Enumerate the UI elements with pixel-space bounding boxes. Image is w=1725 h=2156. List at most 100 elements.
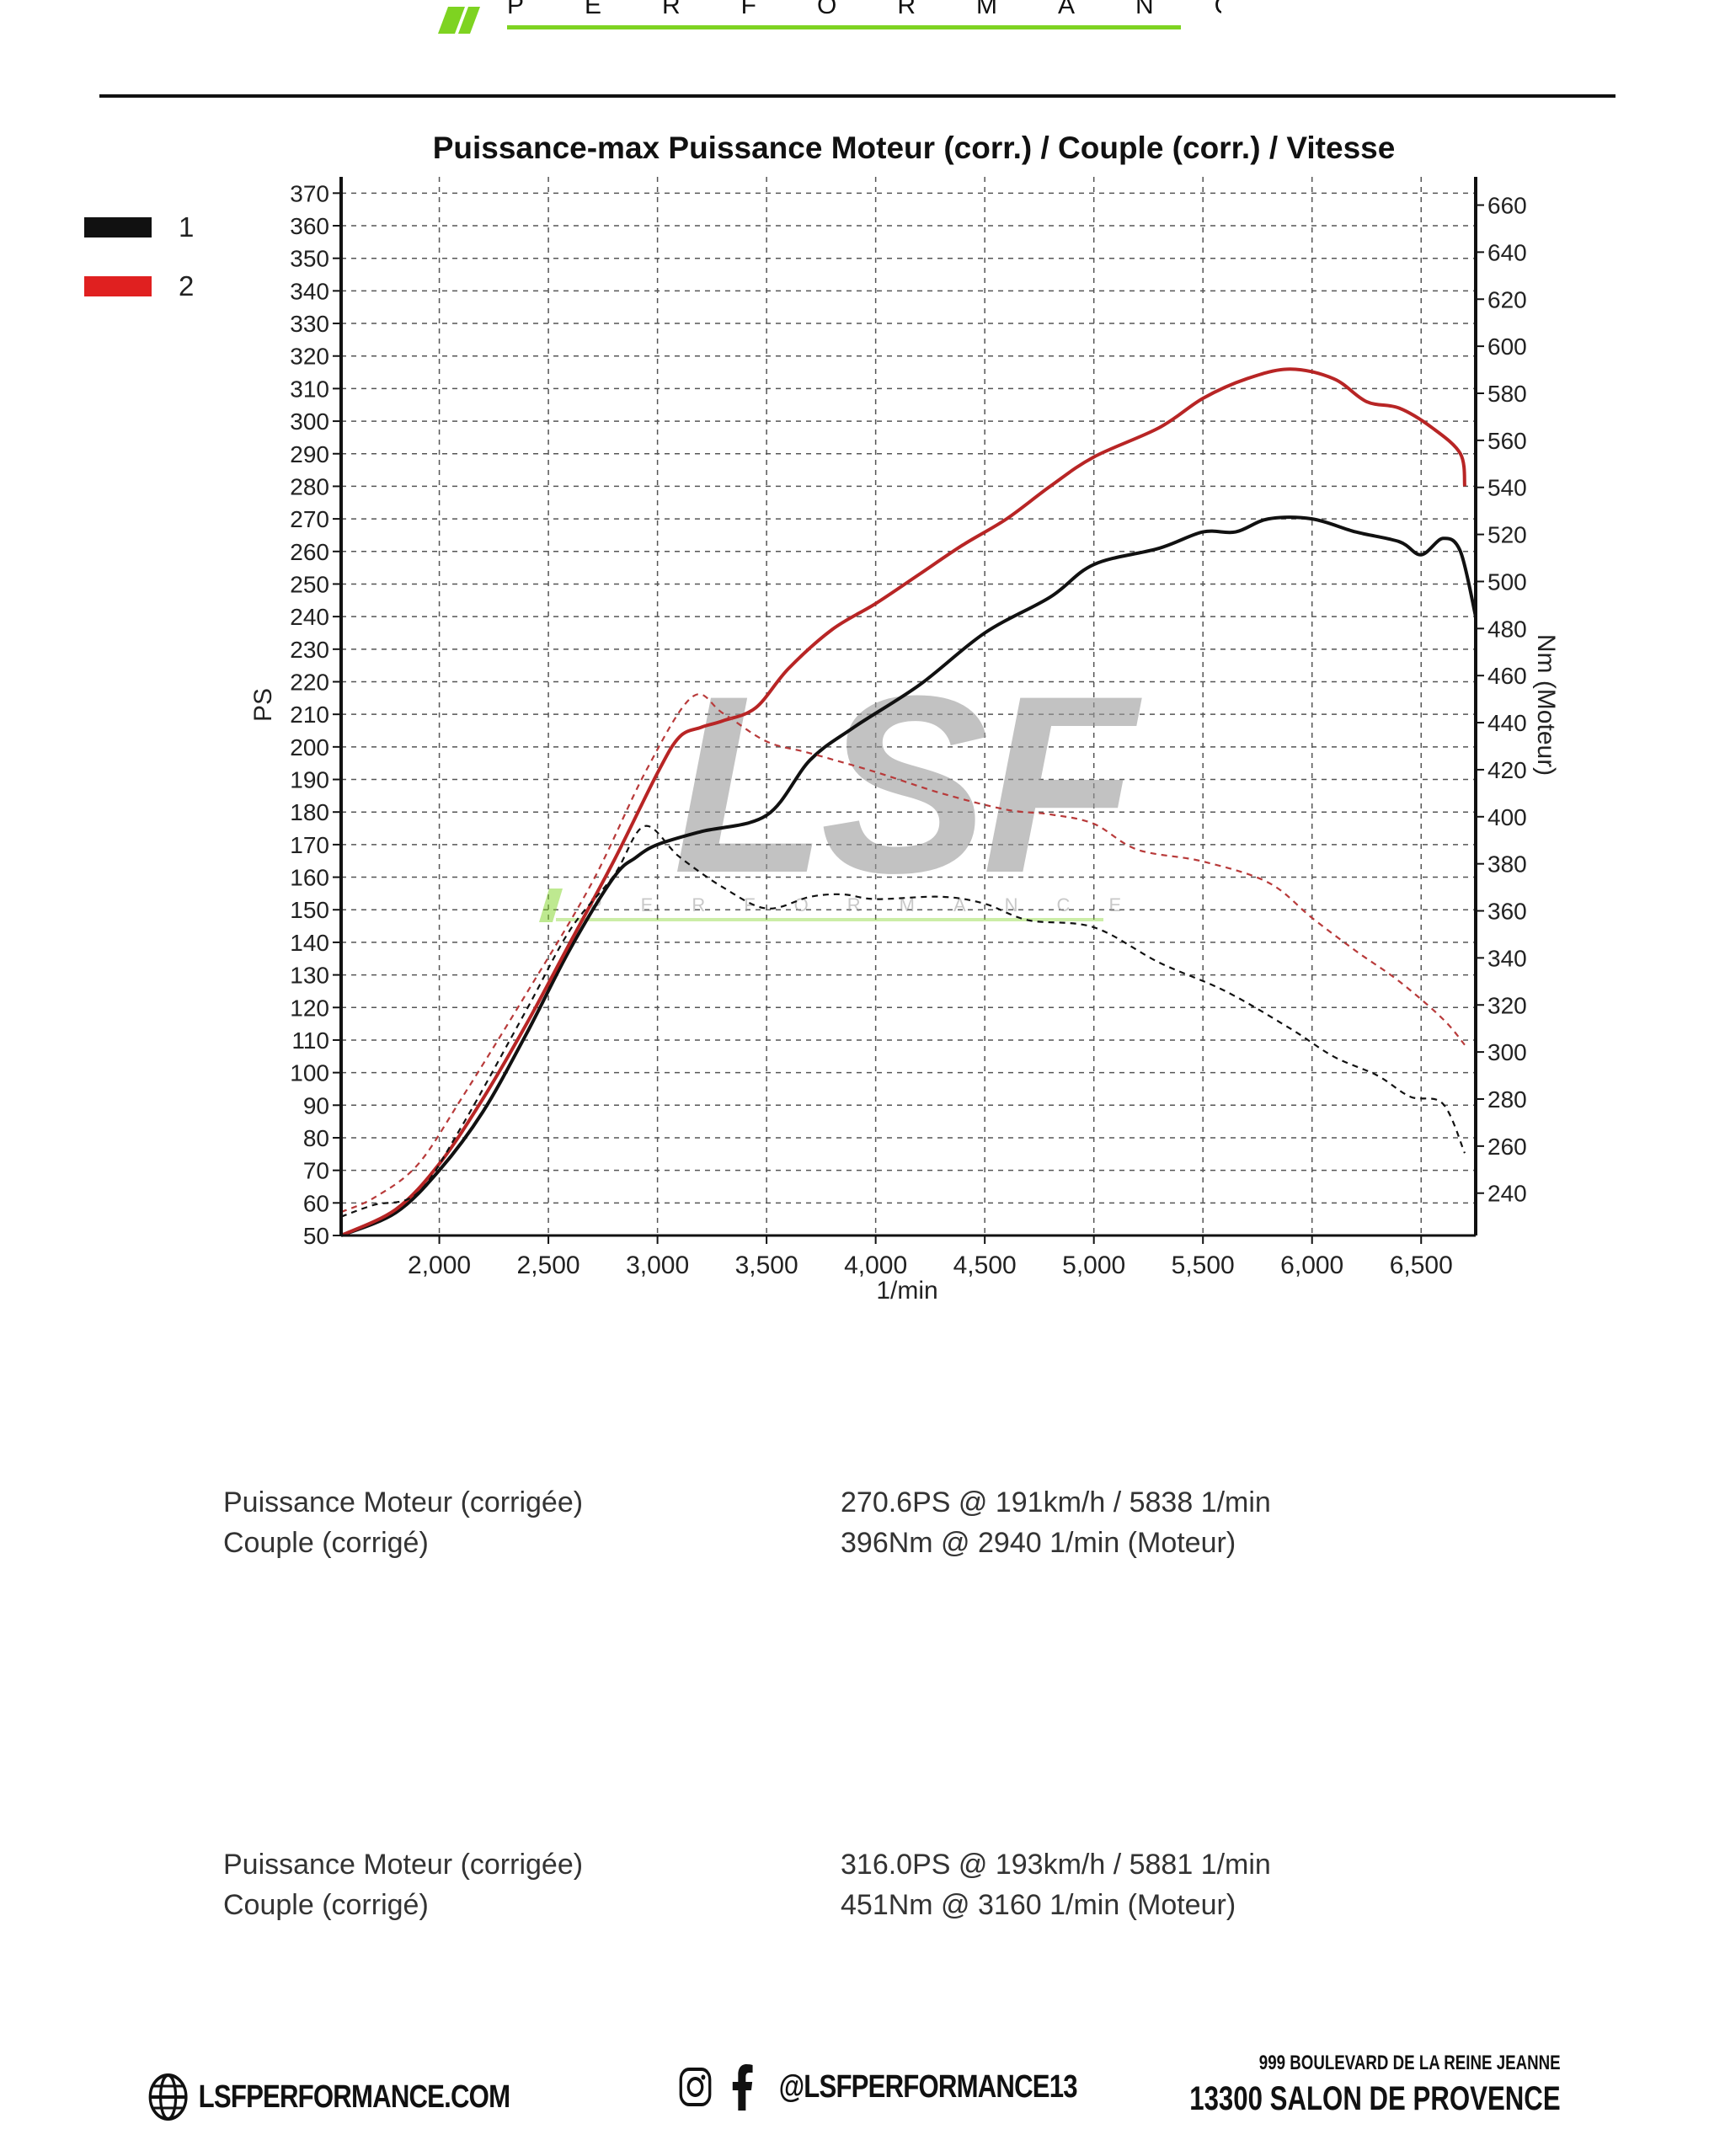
stats-power-row: Puissance Moteur (corrigée) 316.0PS @ 19…: [223, 1844, 1487, 1885]
y-right-tick-label: 340: [1487, 945, 1527, 971]
axes-layer: 50 60 70 80 90 100 110 120 130 140 150 160 170 180 190…: [290, 177, 1527, 1279]
y-axis-right-label: Nm (Moteur): [1532, 634, 1560, 776]
y-left-tick-label: 100: [290, 1060, 329, 1086]
x-tick-label: 2,000: [408, 1251, 471, 1279]
stats-power-row: Puissance Moteur (corrigée) 270.6PS @ 19…: [223, 1482, 1487, 1523]
y-left-tick-label: 90: [303, 1092, 329, 1118]
y-right-tick-label: 420: [1487, 757, 1527, 783]
power-label: Puissance Moteur (corrigée): [223, 1486, 584, 1518]
y-left-tick-label: 330: [290, 311, 329, 337]
x-tick-label: 5,000: [1062, 1251, 1125, 1279]
y-right-tick-label: 240: [1487, 1181, 1527, 1207]
y-left-tick-label: 200: [290, 734, 329, 760]
x-tick-label: 3,500: [735, 1251, 798, 1279]
footer-social[interactable]: @LSFPERFORMANCE13: [678, 2063, 1078, 2111]
y-left-tick-label: 160: [290, 865, 329, 891]
torque-value: 396Nm @ 2940 1/min (Moteur): [841, 1526, 1236, 1559]
x-tick-label: 6,500: [1390, 1251, 1453, 1279]
y-left-tick-label: 260: [290, 539, 329, 565]
y-left-tick-label: 310: [290, 376, 329, 402]
y-left-tick-label: 110: [291, 1027, 329, 1054]
y-right-tick-label: 620: [1487, 286, 1527, 312]
logo-stripe: [438, 7, 465, 34]
y-right-tick-label: 360: [1487, 899, 1527, 925]
logo-stripe: [458, 7, 480, 34]
y-left-tick-label: 270: [290, 506, 329, 532]
legend-item-1: 1: [84, 198, 194, 257]
series-1-power-line: [340, 515, 1477, 1237]
stats-torque-row: Couple (corrigé) 396Nm @ 2940 1/min (Mot…: [223, 1523, 1487, 1563]
power-value: 270.6PS @ 191km/h / 5838 1/min: [841, 1486, 1271, 1518]
y-left-tick-label: 80: [303, 1125, 329, 1151]
facebook-icon[interactable]: [730, 2063, 754, 2111]
y-left-tick-label: 50: [303, 1223, 329, 1249]
footer-address: 999 BOULEVARD DE LA REINE JEANNE 13300 S…: [1190, 2052, 1561, 2118]
y-right-tick-label: 400: [1487, 804, 1527, 830]
y-right-tick-label: 520: [1487, 522, 1527, 548]
y-right-tick-label: 540: [1487, 475, 1527, 501]
legend-item-2: 2: [84, 257, 194, 316]
y-left-tick-label: 320: [290, 344, 329, 370]
x-tick-label: 4,000: [844, 1251, 907, 1279]
y-right-tick-label: 320: [1487, 992, 1527, 1018]
logo-text: PERFORMANCE: [507, 0, 1221, 19]
watermark-stripe: [539, 889, 563, 922]
x-axis-label: 1/min: [876, 1277, 937, 1305]
grid-layer: [341, 177, 1476, 1236]
y-left-tick-label: 120: [290, 995, 329, 1021]
y-left-tick-label: 60: [303, 1190, 329, 1216]
social-handle: @LSFPERFORMANCE13: [778, 2068, 1078, 2105]
x-tick-label: 3,000: [626, 1251, 689, 1279]
series-1-torque-line: [340, 825, 1466, 1218]
torque-label: Couple (corrigé): [223, 1888, 429, 1921]
watermark-text: LSF: [673, 643, 1145, 926]
y-left-tick-label: 280: [290, 473, 329, 499]
x-tick-label: 4,500: [953, 1251, 1017, 1279]
y-right-tick-label: 300: [1487, 1039, 1527, 1065]
y-left-tick-label: 180: [290, 799, 329, 825]
instagram-icon[interactable]: [678, 2066, 713, 2108]
y-right-tick-label: 660: [1487, 193, 1527, 219]
x-tick-label: 6,000: [1280, 1251, 1343, 1279]
footer-website[interactable]: LSFPERFORMANCE.COM: [147, 2072, 510, 2122]
y-right-tick-label: 260: [1487, 1134, 1527, 1160]
y-axis-left-label: PS: [249, 688, 277, 722]
header-divider: [99, 94, 1616, 98]
y-left-tick-label: 250: [290, 571, 329, 597]
y-left-tick-label: 360: [290, 213, 329, 239]
series-layer: [340, 367, 1477, 1237]
y-right-tick-label: 460: [1487, 663, 1527, 689]
y-left-tick-label: 340: [290, 278, 329, 304]
chart-legend: 1 2: [84, 198, 194, 316]
logo-graphic: PERFORMANCE: [438, 0, 1310, 34]
stats-run-2: Puissance Moteur (corrigée) 316.0PS @ 19…: [223, 1844, 1487, 1925]
x-tick-label: 2,500: [517, 1251, 580, 1279]
y-left-tick-label: 350: [290, 246, 329, 272]
torque-label: Couple (corrigé): [223, 1526, 429, 1559]
y-left-tick-label: 290: [290, 441, 329, 467]
y-left-tick-label: 140: [290, 930, 329, 956]
series-2-power-line: [340, 367, 1466, 1237]
x-tick-label: 5,500: [1172, 1251, 1235, 1279]
y-left-tick-label: 70: [303, 1158, 329, 1184]
logo-underline: [507, 25, 1181, 29]
address-city: 13300 SALON DE PROVENCE: [1189, 2080, 1561, 2117]
address-street: 999 BOULEVARD DE LA REINE JEANNE: [1259, 2052, 1561, 2074]
y-left-tick-label: 210: [290, 702, 329, 728]
y-right-tick-label: 600: [1487, 334, 1527, 360]
power-value: 316.0PS @ 193km/h / 5881 1/min: [841, 1848, 1271, 1881]
power-label: Puissance Moteur (corrigée): [223, 1848, 584, 1881]
y-right-tick-label: 440: [1487, 710, 1527, 736]
footer: LSFPERFORMANCE.COM @LSFPERFORMANCE13 999…: [0, 2038, 1725, 2139]
watermark-subtext: PERFORMANCE: [590, 894, 1160, 915]
chart-title: Puissance-max Puissance Moteur (corr.) /…: [433, 131, 1396, 165]
header-logo: PERFORMANCE: [430, 0, 1310, 40]
y-right-tick-label: 560: [1487, 428, 1527, 454]
legend-swatch-2: [84, 276, 152, 296]
y-left-tick-label: 300: [290, 408, 329, 435]
y-right-tick-label: 500: [1487, 568, 1527, 595]
y-right-tick-label: 640: [1487, 239, 1527, 265]
y-left-tick-label: 240: [290, 604, 329, 630]
legend-label-1: 1: [179, 211, 195, 243]
y-right-tick-label: 580: [1487, 381, 1527, 407]
